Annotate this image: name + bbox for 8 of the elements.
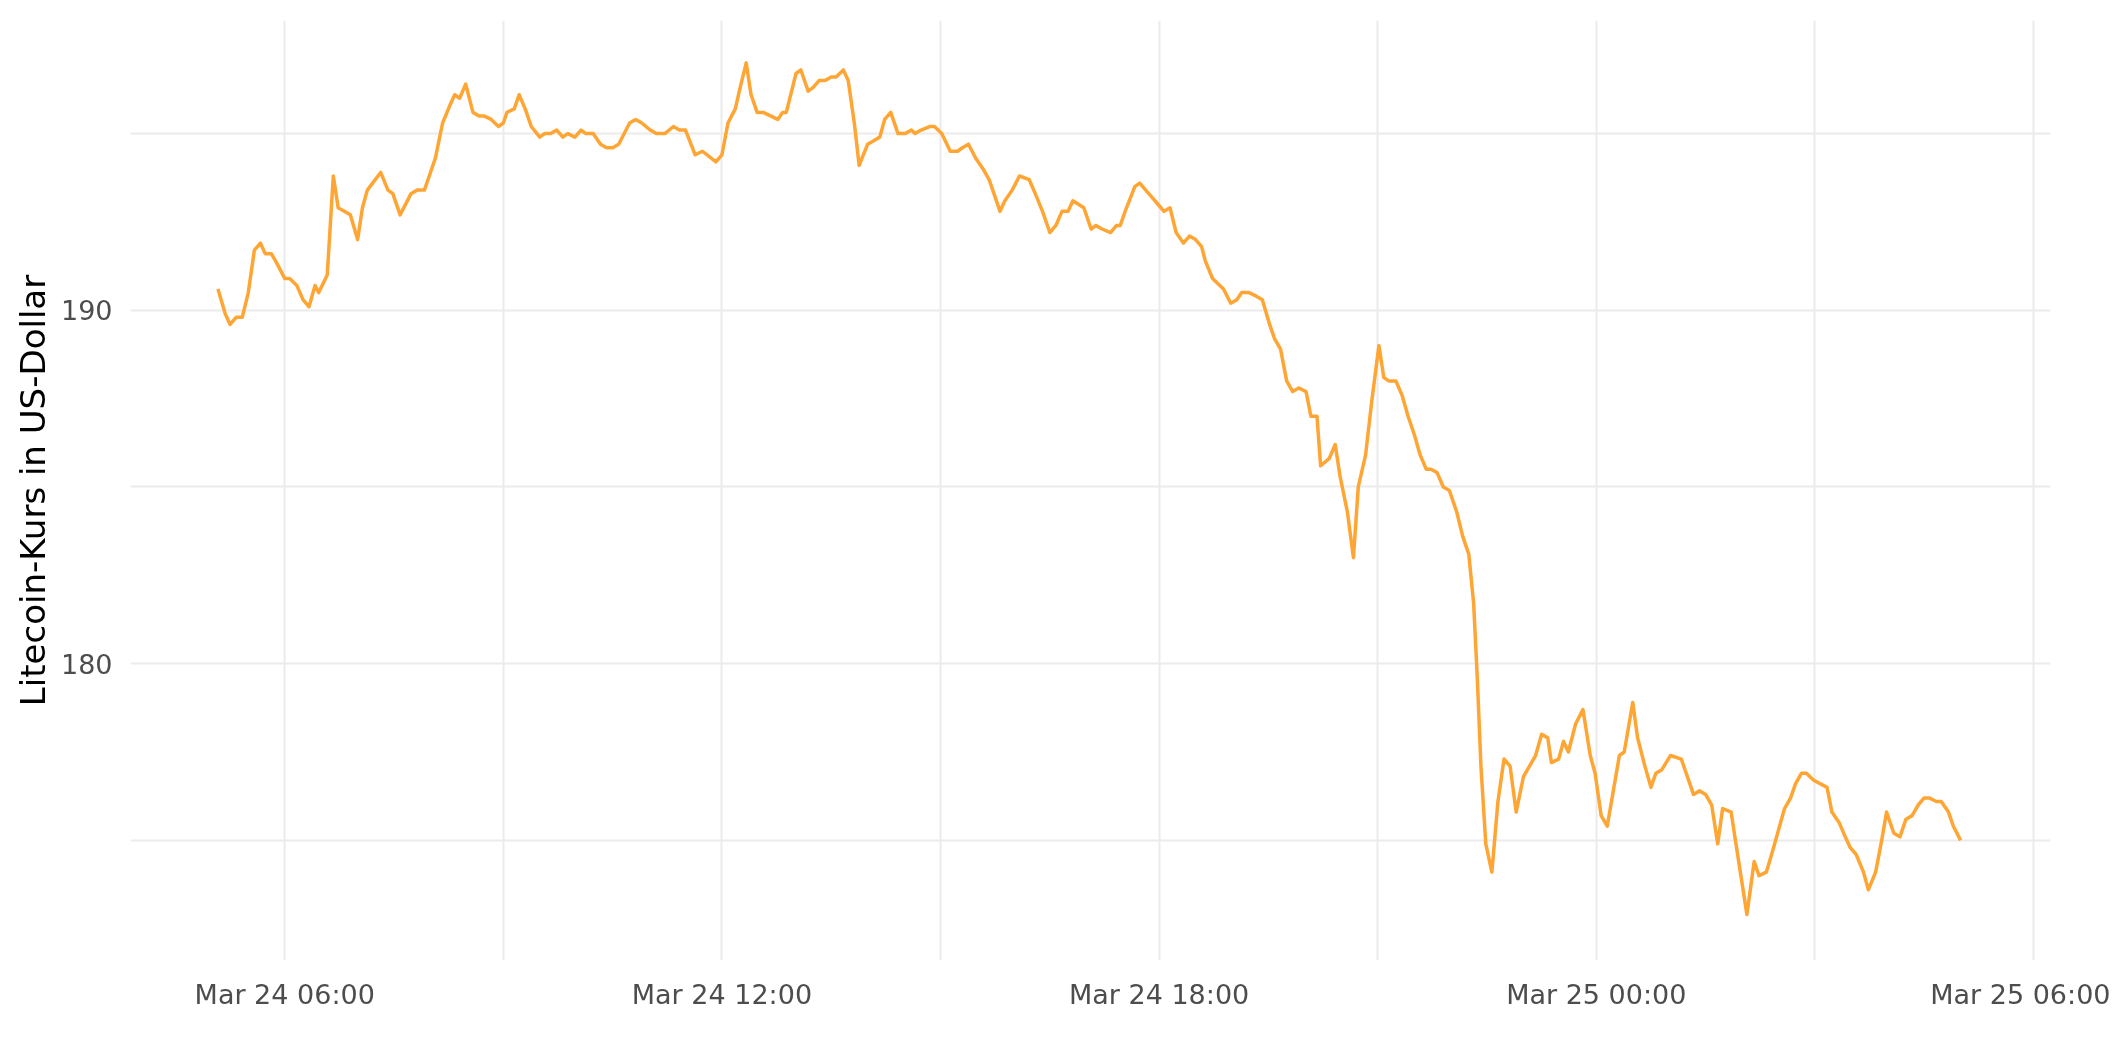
x-tick-label: Mar 25 00:00 [1506, 978, 1687, 1010]
x-tick-label: Mar 25 06:00 [1930, 978, 2111, 1010]
x-tick-label: Mar 24 18:00 [1068, 978, 1250, 1010]
x-tick-label: Mar 24 12:00 [631, 978, 813, 1010]
y-tick-label: 190 [60, 295, 113, 327]
y-tick-label: 180 [60, 648, 113, 680]
x-tick-label: Mar 24 06:00 [194, 978, 375, 1010]
y-axis-title: Litecoin-Kurs in US-Dollar [12, 274, 53, 707]
